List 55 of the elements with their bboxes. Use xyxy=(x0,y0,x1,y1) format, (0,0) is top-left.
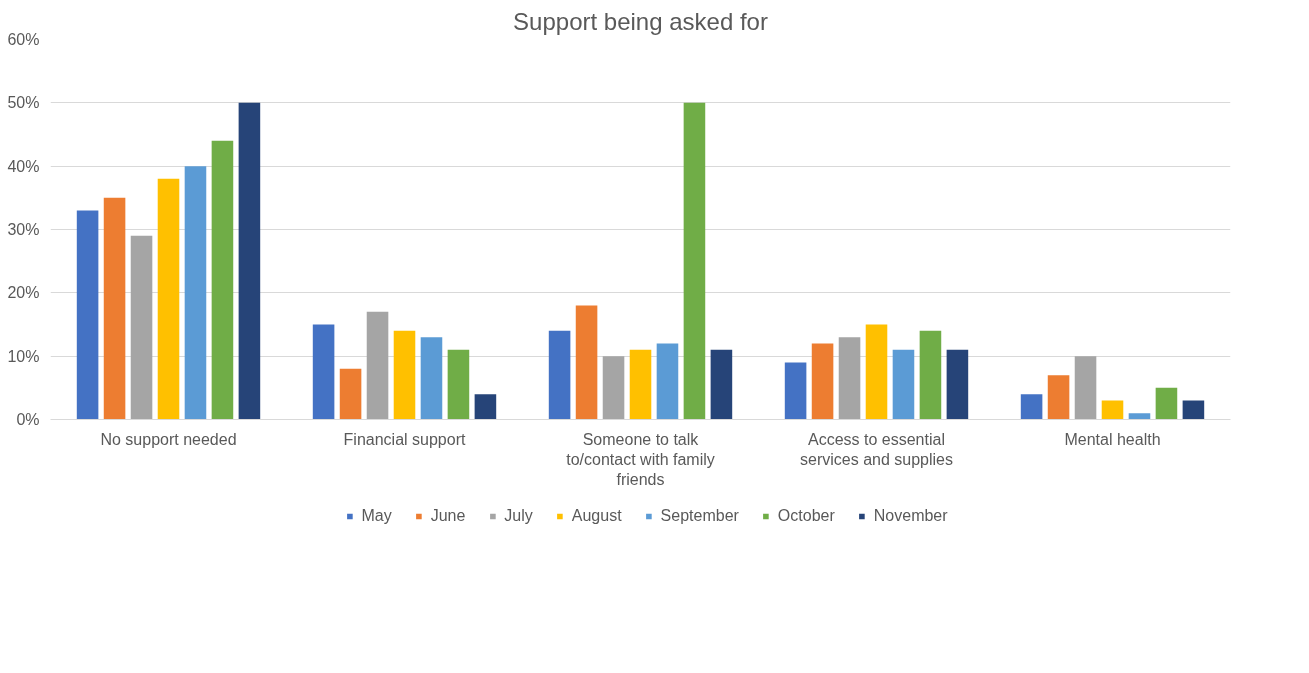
bar xyxy=(474,394,497,420)
bar xyxy=(602,356,625,420)
bar xyxy=(629,349,652,420)
bar xyxy=(1182,400,1205,420)
bar xyxy=(211,140,234,420)
y-tick-label: 40% xyxy=(7,157,40,175)
bar xyxy=(865,324,888,420)
legend-label: June xyxy=(430,507,466,525)
x-tick-label: No support needed xyxy=(100,430,237,448)
y-tick-label: 10% xyxy=(7,347,40,365)
bar xyxy=(312,324,335,420)
y-tick-label: 60% xyxy=(7,31,40,48)
bar xyxy=(946,349,969,420)
legend-label: July xyxy=(504,507,533,525)
bar xyxy=(103,197,126,420)
bar xyxy=(838,337,861,420)
bar xyxy=(683,102,706,420)
x-tick-label: Financial support xyxy=(343,430,466,448)
bar xyxy=(157,178,180,420)
bar xyxy=(339,368,362,420)
legend-label: May xyxy=(361,507,392,525)
x-tick-label: Mental health xyxy=(1064,430,1161,448)
x-tick-label: Access to essential services and supplies xyxy=(800,430,953,468)
bar xyxy=(76,210,99,420)
legend-label: October xyxy=(777,507,835,525)
x-tick-label: Someone to talk to/contact with family friends xyxy=(566,430,715,489)
bar xyxy=(1020,394,1043,420)
bar xyxy=(393,330,416,420)
bar xyxy=(575,305,598,420)
bar xyxy=(1074,356,1097,420)
bar xyxy=(548,330,571,420)
bar xyxy=(420,337,443,420)
bar xyxy=(784,362,807,420)
bar xyxy=(811,343,834,420)
y-tick-label: 0% xyxy=(16,411,40,428)
bar xyxy=(710,349,733,420)
bar xyxy=(1047,375,1070,420)
bar xyxy=(184,166,207,420)
bar xyxy=(1128,413,1151,420)
bar xyxy=(919,330,942,420)
legend-label: November xyxy=(873,507,948,525)
bar xyxy=(1155,387,1178,420)
bar xyxy=(656,343,679,420)
bar xyxy=(366,311,389,420)
chart-title: Support being asked for xyxy=(513,7,768,35)
bar xyxy=(1101,400,1124,420)
legend-label: August xyxy=(571,507,622,525)
legend-label: September xyxy=(660,507,739,525)
y-tick-label: 30% xyxy=(7,221,40,238)
bar xyxy=(447,349,470,420)
bar xyxy=(892,349,915,420)
y-tick-label: 50% xyxy=(7,94,40,112)
y-tick-label: 20% xyxy=(7,284,40,302)
bar xyxy=(238,102,261,420)
bar xyxy=(130,235,153,420)
